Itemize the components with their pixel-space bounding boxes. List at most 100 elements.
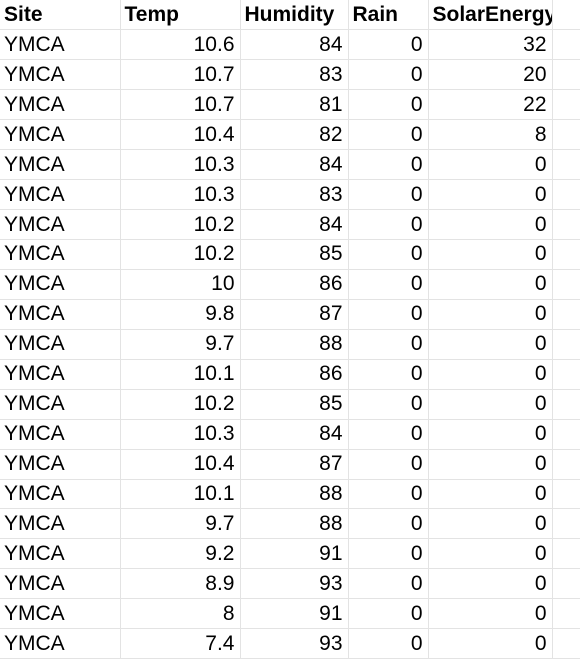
cell-site[interactable]: YMCA bbox=[0, 389, 121, 420]
cell-rain[interactable]: 0 bbox=[348, 179, 429, 211]
cell-humidity[interactable]: 87 bbox=[240, 299, 349, 330]
cell-solar-energy[interactable]: 0 bbox=[428, 299, 553, 330]
cell-temp[interactable]: 10.2 bbox=[120, 209, 241, 240]
empty-cell[interactable] bbox=[552, 538, 580, 570]
cell-rain[interactable]: 0 bbox=[348, 479, 429, 510]
cell-rain[interactable]: 0 bbox=[348, 628, 429, 659]
cell-solar-energy[interactable]: 0 bbox=[428, 209, 553, 240]
empty-cell[interactable] bbox=[552, 149, 580, 181]
cell-humidity[interactable]: 84 bbox=[240, 419, 349, 450]
cell-rain[interactable]: 0 bbox=[348, 389, 429, 420]
header-site[interactable]: Site bbox=[0, 0, 121, 31]
cell-site[interactable]: YMCA bbox=[0, 209, 121, 240]
cell-temp[interactable]: 10.2 bbox=[120, 239, 241, 270]
cell-temp[interactable]: 10.4 bbox=[120, 449, 241, 480]
cell-humidity[interactable]: 91 bbox=[240, 598, 349, 630]
cell-rain[interactable]: 0 bbox=[348, 568, 429, 600]
cell-site[interactable]: YMCA bbox=[0, 598, 121, 630]
cell-site[interactable]: YMCA bbox=[0, 628, 121, 659]
cell-humidity[interactable]: 84 bbox=[240, 209, 349, 240]
empty-cell[interactable] bbox=[552, 508, 580, 540]
cell-rain[interactable]: 0 bbox=[348, 239, 429, 270]
empty-cell[interactable] bbox=[552, 89, 580, 121]
cell-solar-energy[interactable]: 0 bbox=[428, 149, 553, 181]
empty-cell[interactable] bbox=[552, 209, 580, 240]
cell-temp[interactable]: 10.1 bbox=[120, 359, 241, 390]
empty-cell[interactable] bbox=[552, 419, 580, 450]
cell-solar-energy[interactable]: 0 bbox=[428, 329, 553, 360]
cell-rain[interactable]: 0 bbox=[348, 598, 429, 630]
empty-cell[interactable] bbox=[552, 479, 580, 510]
cell-humidity[interactable]: 85 bbox=[240, 239, 349, 270]
cell-rain[interactable]: 0 bbox=[348, 29, 429, 61]
cell-humidity[interactable]: 93 bbox=[240, 568, 349, 600]
cell-rain[interactable]: 0 bbox=[348, 359, 429, 390]
cell-humidity[interactable]: 85 bbox=[240, 389, 349, 420]
empty-cell[interactable] bbox=[552, 0, 580, 31]
cell-solar-energy[interactable]: 0 bbox=[428, 239, 553, 270]
cell-site[interactable]: YMCA bbox=[0, 269, 121, 300]
cell-solar-energy[interactable]: 0 bbox=[428, 479, 553, 510]
cell-rain[interactable]: 0 bbox=[348, 269, 429, 300]
cell-temp[interactable]: 9.7 bbox=[120, 508, 241, 540]
cell-humidity[interactable]: 82 bbox=[240, 119, 349, 151]
cell-site[interactable]: YMCA bbox=[0, 239, 121, 270]
cell-humidity[interactable]: 86 bbox=[240, 359, 349, 390]
empty-cell[interactable] bbox=[552, 359, 580, 390]
cell-temp[interactable]: 9.7 bbox=[120, 329, 241, 360]
cell-solar-energy[interactable]: 0 bbox=[428, 389, 553, 420]
empty-cell[interactable] bbox=[552, 628, 580, 659]
cell-solar-energy[interactable]: 0 bbox=[428, 628, 553, 659]
cell-rain[interactable]: 0 bbox=[348, 59, 429, 91]
header-temp[interactable]: Temp bbox=[120, 0, 241, 31]
cell-temp[interactable]: 10.3 bbox=[120, 179, 241, 211]
empty-cell[interactable] bbox=[552, 179, 580, 211]
header-solar-energy[interactable]: SolarEnergy bbox=[428, 0, 553, 31]
cell-site[interactable]: YMCA bbox=[0, 479, 121, 510]
cell-humidity[interactable]: 88 bbox=[240, 479, 349, 510]
cell-temp[interactable]: 8 bbox=[120, 598, 241, 630]
cell-temp[interactable]: 10.1 bbox=[120, 479, 241, 510]
cell-humidity[interactable]: 87 bbox=[240, 449, 349, 480]
cell-site[interactable]: YMCA bbox=[0, 329, 121, 360]
empty-cell[interactable] bbox=[552, 449, 580, 480]
cell-rain[interactable]: 0 bbox=[348, 119, 429, 151]
empty-cell[interactable] bbox=[552, 239, 580, 270]
cell-site[interactable]: YMCA bbox=[0, 568, 121, 600]
cell-temp[interactable]: 9.8 bbox=[120, 299, 241, 330]
cell-temp[interactable]: 10.3 bbox=[120, 149, 241, 181]
cell-solar-energy[interactable]: 32 bbox=[428, 29, 553, 61]
cell-site[interactable]: YMCA bbox=[0, 508, 121, 540]
empty-cell[interactable] bbox=[552, 389, 580, 420]
cell-rain[interactable]: 0 bbox=[348, 419, 429, 450]
cell-humidity[interactable]: 81 bbox=[240, 89, 349, 121]
empty-cell[interactable] bbox=[552, 329, 580, 360]
cell-solar-energy[interactable]: 0 bbox=[428, 598, 553, 630]
cell-temp[interactable]: 10.7 bbox=[120, 59, 241, 91]
cell-temp[interactable]: 10.7 bbox=[120, 89, 241, 121]
cell-site[interactable]: YMCA bbox=[0, 179, 121, 211]
cell-solar-energy[interactable]: 0 bbox=[428, 359, 553, 390]
cell-site[interactable]: YMCA bbox=[0, 149, 121, 181]
cell-site[interactable]: YMCA bbox=[0, 29, 121, 61]
empty-cell[interactable] bbox=[552, 269, 580, 300]
cell-site[interactable]: YMCA bbox=[0, 89, 121, 121]
cell-humidity[interactable]: 84 bbox=[240, 29, 349, 61]
cell-temp[interactable]: 10 bbox=[120, 269, 241, 300]
cell-humidity[interactable]: 91 bbox=[240, 538, 349, 570]
empty-cell[interactable] bbox=[552, 568, 580, 600]
cell-temp[interactable]: 9.2 bbox=[120, 538, 241, 570]
cell-solar-energy[interactable]: 8 bbox=[428, 119, 553, 151]
cell-solar-energy[interactable]: 20 bbox=[428, 59, 553, 91]
cell-solar-energy[interactable]: 0 bbox=[428, 508, 553, 540]
header-humidity[interactable]: Humidity bbox=[240, 0, 349, 31]
cell-temp[interactable]: 10.2 bbox=[120, 389, 241, 420]
cell-solar-energy[interactable]: 0 bbox=[428, 568, 553, 600]
cell-humidity[interactable]: 83 bbox=[240, 59, 349, 91]
cell-site[interactable]: YMCA bbox=[0, 59, 121, 91]
cell-solar-energy[interactable]: 0 bbox=[428, 538, 553, 570]
empty-cell[interactable] bbox=[552, 119, 580, 151]
empty-cell[interactable] bbox=[552, 299, 580, 330]
cell-rain[interactable]: 0 bbox=[348, 508, 429, 540]
cell-humidity[interactable]: 88 bbox=[240, 508, 349, 540]
